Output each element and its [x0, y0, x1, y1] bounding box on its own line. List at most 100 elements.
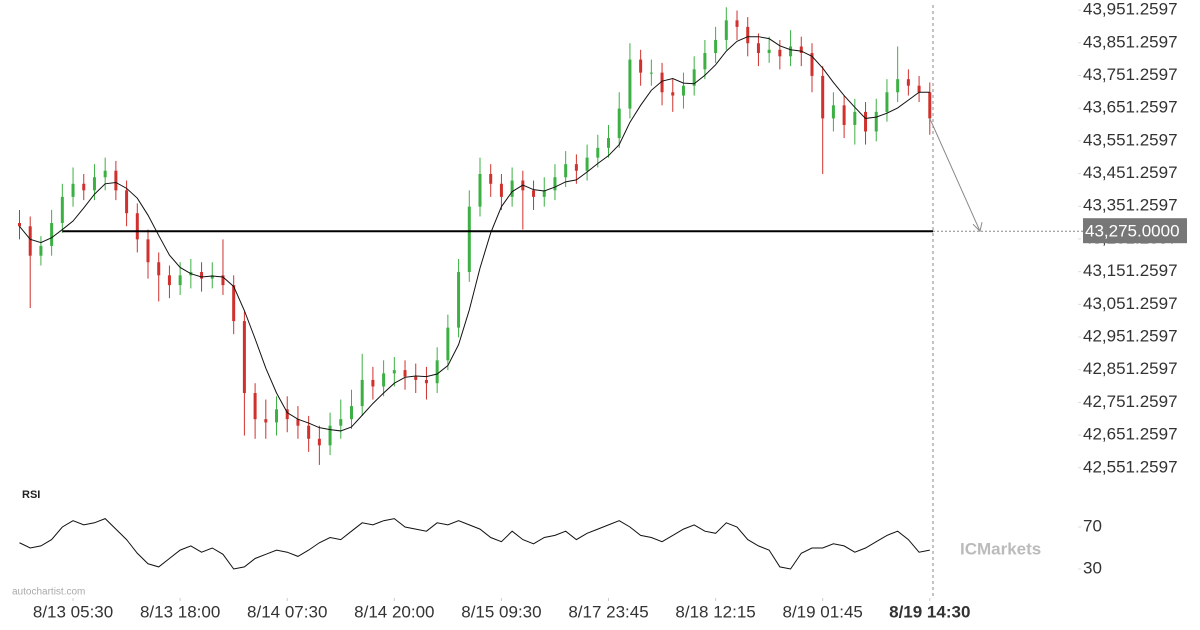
- candle-body: [339, 419, 343, 426]
- candle-body: [135, 213, 139, 240]
- candle-body: [360, 379, 364, 407]
- x-tick-label: 8/14 20:00: [354, 602, 434, 621]
- candle-body: [82, 183, 86, 191]
- candle-body: [885, 92, 889, 112]
- candle-body: [714, 39, 718, 54]
- candle-body: [853, 111, 857, 125]
- x-tick-label: 8/19 14:30: [889, 602, 970, 621]
- rsi-tick-label: 30: [1083, 558, 1102, 577]
- candle-body: [574, 164, 578, 171]
- x-tick-label: 8/18 12:15: [675, 602, 755, 621]
- candle-body: [157, 262, 161, 276]
- candle-body: [317, 438, 321, 446]
- y-tick-label: 42,751.2597: [1083, 392, 1178, 411]
- x-tick-label: 8/14 07:30: [247, 602, 327, 621]
- candle-body: [435, 360, 439, 384]
- y-tick-label: 43,451.2597: [1083, 163, 1178, 182]
- candle-body: [735, 20, 739, 27]
- x-tick-label: 8/19 01:45: [783, 602, 863, 621]
- y-tick-label: 42,851.2597: [1083, 359, 1178, 378]
- candle-body: [296, 419, 300, 426]
- candle-body: [457, 272, 461, 328]
- candle-body: [371, 379, 375, 387]
- candle-body: [114, 170, 118, 191]
- candle-body: [424, 379, 428, 384]
- candle-body: [799, 46, 803, 54]
- candle-body: [607, 138, 611, 148]
- candle-body: [789, 46, 793, 57]
- candle-body: [874, 111, 878, 132]
- candle-body: [896, 79, 900, 93]
- y-tick-label: 42,551.2597: [1083, 457, 1178, 476]
- candle-body: [864, 111, 868, 132]
- candle-body: [831, 105, 835, 119]
- level-label-box: [1083, 218, 1187, 244]
- candle-body: [200, 272, 204, 279]
- y-tick-label: 43,751.2597: [1083, 65, 1178, 84]
- candle-body: [564, 164, 568, 178]
- y-tick-label: 43,051.2597: [1083, 294, 1178, 313]
- level-label: 43,275.0000: [1085, 222, 1180, 241]
- candle-body: [724, 20, 728, 40]
- candle-body: [499, 183, 503, 197]
- candle-body: [660, 72, 664, 93]
- candle-body: [285, 409, 289, 420]
- rsi-title: RSI: [22, 489, 40, 501]
- candle-body: [328, 425, 332, 446]
- candle-body: [349, 406, 353, 420]
- y-tick-label: 43,151.2597: [1083, 261, 1178, 280]
- rsi-tick-label: 70: [1083, 516, 1102, 535]
- candle-body: [692, 69, 696, 86]
- candle-body: [275, 409, 279, 423]
- candle-body: [810, 53, 814, 76]
- candle-body: [585, 157, 589, 171]
- x-tick-label: 8/15 09:30: [461, 602, 541, 621]
- candle-body: [125, 190, 129, 214]
- x-tick-label: 8/13 05:30: [33, 602, 113, 621]
- candle-body: [92, 177, 96, 191]
- candle-body: [467, 206, 471, 273]
- y-tick-label: 43,551.2597: [1083, 130, 1178, 149]
- candle-body: [178, 275, 182, 286]
- candle-body: [532, 190, 536, 197]
- y-tick-label: 43,851.2597: [1083, 32, 1178, 51]
- candle-body: [478, 173, 482, 207]
- candle-body: [906, 79, 910, 86]
- candle-body: [649, 72, 653, 74]
- candle-body: [596, 147, 600, 158]
- forecast-arrowhead: [972, 222, 983, 233]
- candle-body: [553, 177, 557, 191]
- watermark: autochartist.com: [12, 587, 85, 598]
- logo: ICMarkets: [960, 539, 1041, 558]
- x-tick-label: 8/13 18:00: [140, 602, 220, 621]
- candle-body: [542, 190, 546, 197]
- y-tick-label: 43,351.2597: [1083, 196, 1178, 215]
- candle-body: [103, 170, 107, 178]
- candle-body: [414, 376, 418, 380]
- y-tick-label: 43,951.2597: [1083, 0, 1178, 19]
- candle-body: [917, 85, 921, 93]
- candle-body: [28, 226, 32, 256]
- rsi-line: [19, 518, 930, 570]
- candle-body: [928, 92, 932, 119]
- candle-body: [232, 285, 236, 322]
- candle-body: [210, 275, 214, 279]
- candle-body: [639, 59, 643, 73]
- candle-body: [510, 180, 514, 197]
- candle-body: [71, 183, 75, 197]
- candle-body: [842, 105, 846, 125]
- candle-body: [392, 370, 396, 374]
- candle-body: [403, 370, 407, 377]
- candle-body: [746, 26, 750, 44]
- candle-body: [146, 239, 150, 263]
- candle-body: [221, 275, 225, 286]
- candle-body: [242, 321, 246, 394]
- candle-body: [382, 373, 386, 387]
- candle-body: [756, 43, 760, 54]
- forecast-arrow: [929, 118, 981, 232]
- candle-body: [821, 75, 825, 119]
- candle-body: [253, 393, 257, 420]
- candle-body: [778, 49, 782, 57]
- y-tick-label: 42,651.2597: [1083, 425, 1178, 444]
- x-tick-label: 8/17 23:45: [568, 602, 648, 621]
